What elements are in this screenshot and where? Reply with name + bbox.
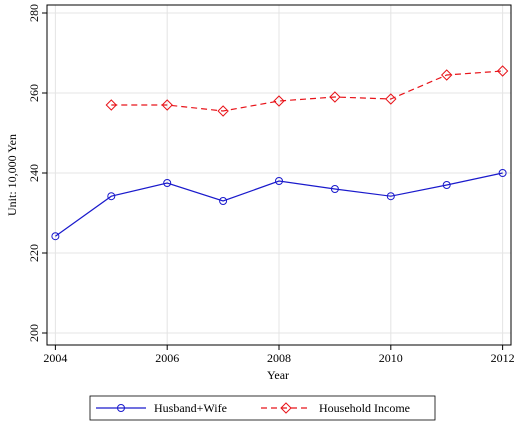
series-line bbox=[55, 172, 503, 237]
marker bbox=[217, 105, 229, 117]
y-tick-label: 220 bbox=[27, 244, 41, 262]
marker bbox=[441, 69, 453, 81]
marker bbox=[442, 181, 451, 189]
marker bbox=[105, 99, 117, 111]
marker bbox=[163, 179, 172, 187]
x-tick-label: 2010 bbox=[379, 351, 403, 365]
y-tick-label: 280 bbox=[27, 4, 41, 22]
marker bbox=[107, 192, 116, 201]
marker bbox=[219, 197, 228, 205]
x-axis-label: Year bbox=[267, 368, 289, 382]
y-tick-label: 240 bbox=[27, 164, 41, 182]
marker bbox=[330, 185, 339, 193]
x-tick-label: 2004 bbox=[43, 351, 67, 365]
legend-label: Husband+Wife bbox=[154, 401, 227, 415]
marker bbox=[386, 192, 395, 201]
marker bbox=[280, 402, 292, 414]
y-tick-label: 260 bbox=[27, 84, 41, 102]
series-line bbox=[111, 70, 503, 112]
marker bbox=[273, 95, 285, 107]
y-tick-label: 200 bbox=[27, 324, 41, 342]
marker bbox=[498, 169, 507, 177]
x-tick-label: 2012 bbox=[491, 351, 515, 365]
marker bbox=[275, 177, 283, 185]
marker bbox=[161, 99, 173, 111]
marker bbox=[51, 232, 60, 241]
x-tick-label: 2008 bbox=[267, 351, 291, 365]
marker bbox=[117, 404, 125, 412]
marker bbox=[329, 91, 341, 103]
plot-frame bbox=[46, 4, 512, 346]
marker bbox=[496, 65, 509, 77]
x-tick-label: 2006 bbox=[155, 351, 179, 365]
legend-label: Household Income bbox=[319, 401, 410, 415]
marker bbox=[385, 93, 397, 105]
y-axis-label: Unit: 10,000 Yen bbox=[5, 134, 19, 216]
